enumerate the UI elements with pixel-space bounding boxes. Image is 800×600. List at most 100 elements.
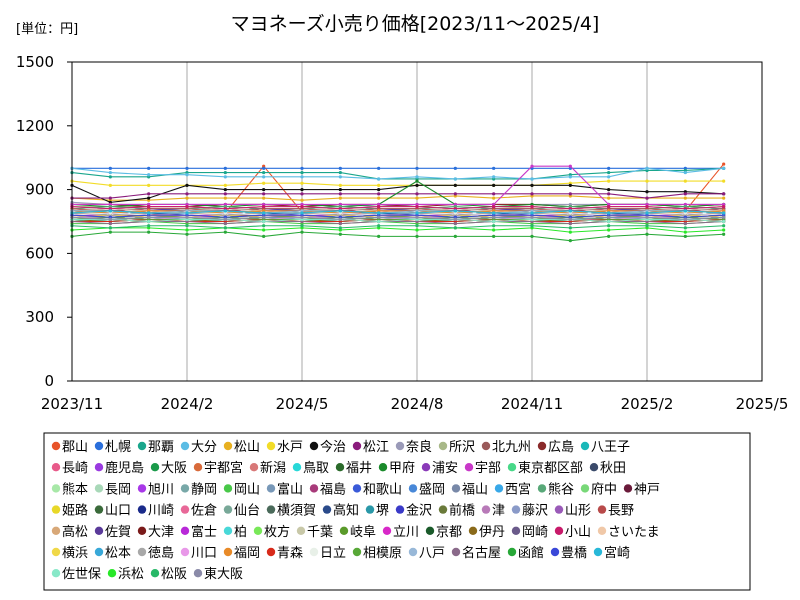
- data-point: [492, 211, 496, 215]
- data-point: [683, 179, 687, 183]
- data-point: [607, 179, 611, 183]
- data-point: [645, 179, 649, 183]
- legend-item: 水戸: [266, 440, 303, 455]
- data-point: [338, 217, 342, 221]
- legend-item: 長岡: [94, 482, 131, 497]
- data-point: [108, 222, 112, 226]
- data-point: [223, 183, 227, 187]
- legend-label: 仙台: [234, 504, 260, 519]
- data-point: [185, 173, 189, 177]
- data-point: [568, 239, 572, 243]
- legend-label: 長岡: [105, 482, 131, 497]
- legend-item: 相模原: [352, 546, 402, 561]
- data-point: [262, 196, 266, 200]
- x-tick-label: 2025/5: [736, 395, 789, 413]
- legend-item: 仙台: [223, 504, 260, 519]
- legend-item: 堺: [365, 504, 389, 519]
- data-point: [415, 234, 419, 238]
- data-point: [300, 224, 304, 228]
- data-point: [568, 226, 572, 230]
- data-point: [377, 234, 381, 238]
- y-tick-label: 1200: [16, 117, 54, 135]
- legend-label: 佐倉: [191, 504, 217, 519]
- data-point: [338, 175, 342, 179]
- legend-marker: [150, 569, 160, 578]
- legend-marker: [378, 463, 388, 472]
- legend-item: 奈良: [395, 439, 432, 455]
- data-point: [492, 175, 496, 179]
- legend-marker: [438, 505, 448, 514]
- data-point: [607, 205, 611, 209]
- legend-label: 和歌山: [363, 482, 402, 497]
- legend-marker: [94, 484, 104, 493]
- legend-marker: [352, 547, 362, 557]
- data-point: [415, 166, 419, 170]
- data-point: [722, 224, 726, 228]
- series-points: [70, 224, 726, 230]
- series-points: [70, 230, 726, 243]
- legend-label: 北九州: [492, 440, 531, 455]
- legend-item: 岐阜: [339, 524, 376, 540]
- data-point: [645, 211, 649, 215]
- legend-marker: [494, 484, 504, 493]
- data-point: [683, 217, 687, 221]
- legend-item: 東大阪: [193, 566, 243, 582]
- legend-item: 横須賀: [266, 504, 316, 519]
- legend-item: 福島: [309, 482, 346, 497]
- legend-item: 富山: [266, 481, 303, 497]
- series-line: [71, 227, 724, 233]
- legend-marker: [94, 441, 104, 451]
- legend-item: 宇都宮: [193, 460, 243, 476]
- data-point: [568, 222, 572, 226]
- data-point: [607, 188, 611, 192]
- data-point: [108, 217, 112, 221]
- legend-marker: [107, 569, 117, 578]
- series-line: [71, 225, 724, 229]
- legend-marker: [94, 463, 104, 472]
- legend-item: 金沢: [395, 503, 432, 519]
- legend-item: 青森: [266, 546, 303, 561]
- legend-label: 千葉: [307, 525, 333, 540]
- data-point: [223, 166, 227, 170]
- legend-marker: [223, 547, 233, 557]
- data-point: [607, 228, 611, 232]
- legend-marker: [292, 463, 302, 472]
- legend-marker: [537, 441, 547, 451]
- data-point: [223, 230, 227, 234]
- legend-label: 奈良: [406, 439, 432, 455]
- legend-marker: [193, 463, 203, 472]
- legend-item: 浦安: [421, 461, 458, 476]
- data-point: [338, 183, 342, 187]
- legend-label: 函館: [518, 546, 544, 561]
- legend-marker: [468, 526, 478, 535]
- legend-item: 和歌山: [352, 482, 402, 497]
- data-point: [645, 215, 649, 219]
- series-points: [70, 192, 726, 200]
- data-point: [568, 164, 572, 168]
- legend-marker: [249, 463, 259, 472]
- data-point: [607, 175, 611, 179]
- series-points: [70, 209, 726, 215]
- legend-item: 福岡: [223, 546, 260, 561]
- legend-label: 宇部: [475, 461, 501, 476]
- data-point: [415, 224, 419, 228]
- legend-label: 横須賀: [277, 504, 316, 519]
- data-point: [530, 215, 534, 219]
- legend-label: 名古屋: [462, 545, 501, 561]
- legend-label: 横浜: [62, 546, 88, 561]
- legend-label: 藤沢: [522, 504, 548, 519]
- legend-item: 藤沢: [511, 504, 548, 519]
- data-point: [185, 215, 189, 219]
- legend-marker: [438, 441, 448, 451]
- data-point: [338, 226, 342, 230]
- legend-marker: [94, 505, 104, 514]
- legend-marker: [511, 526, 521, 535]
- legend-item: 姫路: [51, 503, 88, 519]
- data-point: [568, 230, 572, 234]
- legend-marker: [550, 547, 560, 557]
- data-point: [338, 222, 342, 226]
- data-point: [722, 162, 726, 166]
- legend-item: 大分: [180, 440, 217, 455]
- legend-item: 東京都区部: [507, 460, 583, 476]
